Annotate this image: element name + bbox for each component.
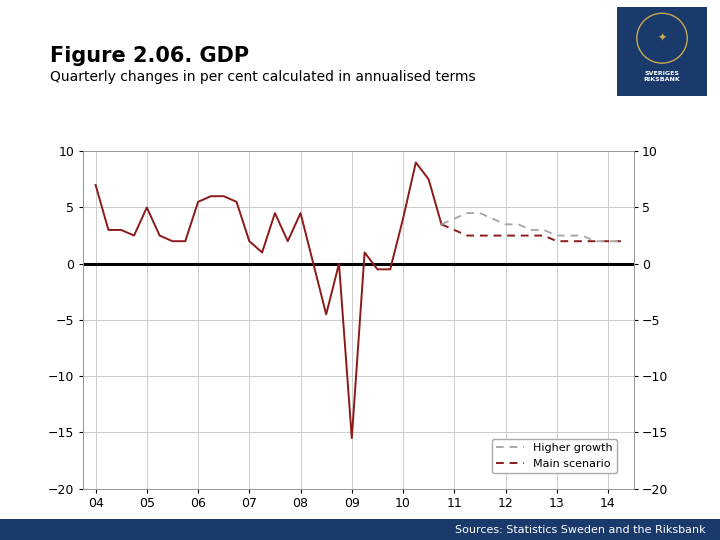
Legend: Higher growth, Main scenario: Higher growth, Main scenario	[492, 438, 617, 473]
Text: SVERIGES
RIKSBANK: SVERIGES RIKSBANK	[644, 71, 680, 82]
Text: ✦: ✦	[657, 33, 667, 43]
Text: Quarterly changes in per cent calculated in annualised terms: Quarterly changes in per cent calculated…	[50, 70, 476, 84]
Text: Figure 2.06. GDP: Figure 2.06. GDP	[50, 46, 250, 66]
Text: Sources: Statistics Sweden and the Riksbank: Sources: Statistics Sweden and the Riksb…	[455, 525, 706, 535]
